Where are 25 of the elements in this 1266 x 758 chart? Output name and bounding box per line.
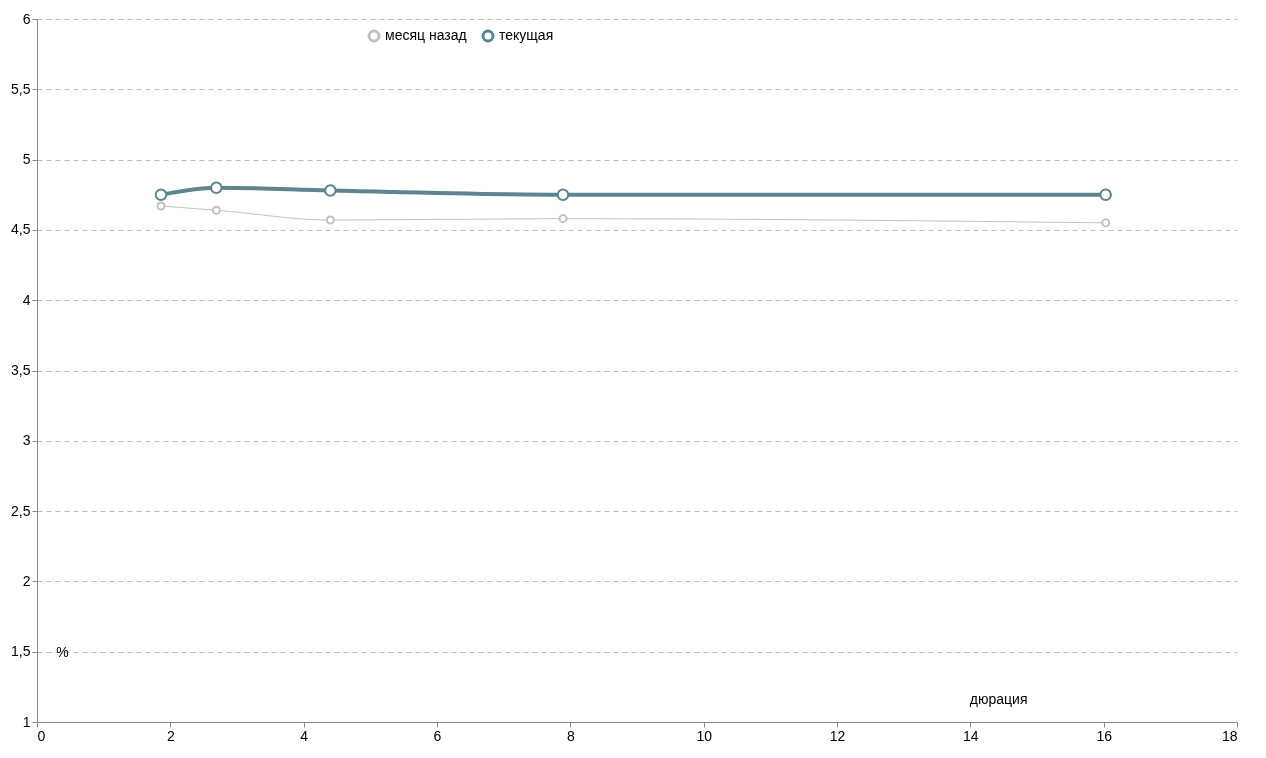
x-tick-label: 2 bbox=[166, 727, 175, 744]
y-tick-label: 1,5 bbox=[11, 643, 31, 660]
legend-label: месяц назад bbox=[385, 27, 467, 43]
x-tick-label: 14 bbox=[963, 727, 979, 744]
x-tick-label: 6 bbox=[433, 727, 442, 744]
x-tick-label: 10 bbox=[696, 727, 713, 744]
x-tick-label: 18 bbox=[1221, 727, 1238, 744]
y-axis-title: % bbox=[56, 643, 69, 660]
y-tick-label: 6 bbox=[22, 10, 31, 27]
y-tick-label: 2 bbox=[22, 572, 31, 589]
y-tick-label: 5 bbox=[22, 151, 31, 168]
x-tick-label: 4 bbox=[300, 727, 309, 744]
y-tick-label: 3 bbox=[22, 432, 31, 449]
x-tick-label: 0 bbox=[37, 727, 46, 744]
legend-label: текущая bbox=[499, 27, 554, 43]
y-tick-label: 3,5 bbox=[11, 362, 31, 378]
y-tick-label: 4,5 bbox=[11, 221, 31, 238]
y-tick-label: 1 bbox=[22, 713, 31, 730]
y-tick-label: 2,5 bbox=[11, 502, 31, 519]
x-tick-label: 12 bbox=[829, 727, 846, 744]
y-tick-label: 4 bbox=[22, 291, 31, 308]
x-tick-label: 8 bbox=[566, 727, 575, 744]
x-tick-label: 16 bbox=[1096, 727, 1113, 744]
y-tick-label: 5,5 bbox=[11, 80, 31, 97]
x-axis-title: дюрация bbox=[969, 690, 1028, 707]
